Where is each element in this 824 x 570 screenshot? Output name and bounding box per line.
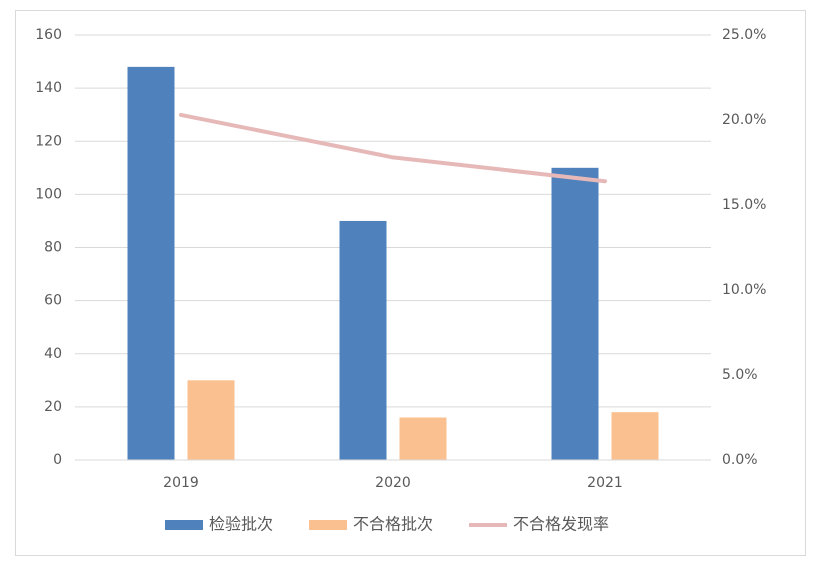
x-tick-label: 2020 [375,475,411,491]
y-tick-label: 160 [35,27,62,43]
legend-label: 检验批次 [209,515,273,534]
x-tick-label: 2021 [587,475,623,491]
line-series [179,112,607,184]
legend-label: 不合格发现率 [513,515,609,534]
bar [551,167,599,460]
bar [127,66,175,460]
y-tick-label: 20 [44,399,62,415]
y-tick-label: 0 [53,452,62,468]
y-tick-label: 140 [35,80,62,96]
y-tick-label: 40 [44,346,62,362]
y2-tick-label: 25.0% [722,27,766,43]
y2-tick-label: 20.0% [722,112,766,128]
bar [611,412,659,460]
y-tick-label: 80 [44,240,62,256]
bar [399,417,447,460]
legend-swatch [165,520,203,530]
y-tick-label: 120 [35,133,62,149]
x-tick-label: 2019 [163,475,199,491]
y-tick-label: 100 [35,186,62,202]
y2-tick-label: 15.0% [722,197,766,213]
legend-label: 不合格批次 [353,515,433,534]
y-tick-label: 60 [44,293,62,309]
y2-tick-label: 5.0% [722,367,758,383]
legend-swatch [309,520,348,530]
y2-tick-label: 0.0% [722,452,758,468]
y2-tick-label: 10.0% [722,282,766,298]
bar [339,220,387,460]
bar [187,380,235,460]
